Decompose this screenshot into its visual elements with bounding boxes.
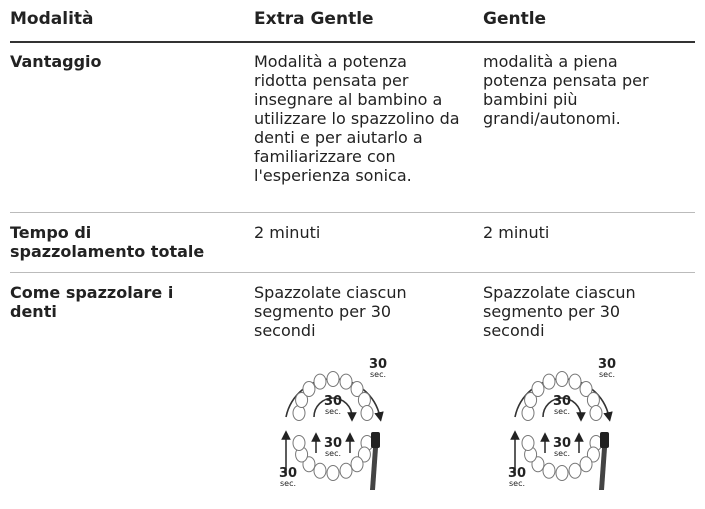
- time-unit: sec.: [554, 449, 570, 458]
- brush-head: [371, 432, 380, 448]
- tooth: [568, 462, 582, 479]
- time-count: 30: [324, 436, 342, 451]
- tooth: [555, 465, 569, 481]
- tooth: [339, 373, 353, 390]
- tooth: [357, 446, 371, 463]
- time-count: 30: [553, 436, 571, 451]
- tooth: [542, 462, 556, 479]
- tooth: [350, 456, 364, 473]
- cell: Spazzolate ciascun segmento per 30 secon…: [483, 283, 636, 340]
- tooth: [292, 435, 306, 451]
- row-label: Tempo di spazzolamento totale: [10, 223, 205, 261]
- brushing-diagram: 30 sec. 30 sec. 30 sec. 30 sec.: [507, 355, 647, 500]
- row-label: Vantaggio: [10, 52, 102, 71]
- cell: modalità a piena potenza pensata per bam…: [483, 52, 649, 128]
- tooth: [568, 373, 582, 390]
- time-count: 30: [369, 357, 387, 372]
- tooth: [579, 380, 593, 397]
- time-unit: sec.: [325, 407, 341, 416]
- tooth: [360, 405, 374, 421]
- tooth: [313, 373, 327, 390]
- tooth: [326, 371, 340, 387]
- time-count: 30: [508, 466, 526, 481]
- time-count: 30: [279, 466, 297, 481]
- tooth: [339, 462, 353, 479]
- brush-head: [600, 432, 609, 448]
- tooth: [579, 456, 593, 473]
- tooth: [531, 380, 545, 397]
- header-cell: Modalità: [10, 9, 94, 29]
- tooth: [531, 456, 545, 473]
- time-count: 30: [553, 394, 571, 409]
- time-unit: sec.: [509, 479, 525, 488]
- header-rule: [10, 41, 695, 43]
- tooth: [350, 380, 364, 397]
- inner-arrow: [313, 397, 357, 422]
- time-unit: sec.: [599, 370, 615, 379]
- brush-handle: [599, 448, 607, 490]
- tooth: [542, 373, 556, 390]
- time-unit: sec.: [280, 479, 296, 488]
- header-cell: Gentle: [483, 9, 547, 29]
- time-count: 30: [598, 357, 616, 372]
- cell: 2 minuti: [483, 223, 550, 242]
- tooth: [521, 435, 535, 451]
- cell: Modalità a potenza ridotta pensata per i…: [254, 52, 460, 185]
- time-unit: sec.: [370, 370, 386, 379]
- inner-arrow: [542, 397, 586, 422]
- tooth: [586, 446, 600, 463]
- tooth: [302, 456, 316, 473]
- tooth: [589, 405, 603, 421]
- row-rule: [10, 272, 695, 273]
- tooth: [313, 462, 327, 479]
- tooth: [555, 371, 569, 387]
- header-cell: Extra Gentle: [254, 9, 374, 29]
- time-unit: sec.: [325, 449, 341, 458]
- cell: Spazzolate ciascun segmento per 30 secon…: [254, 283, 407, 340]
- row-label: Come spazzolare i denti: [10, 283, 174, 321]
- time-unit: sec.: [554, 407, 570, 416]
- row-rule: [10, 212, 695, 213]
- tooth: [295, 391, 309, 408]
- cell: 2 minuti: [254, 223, 321, 242]
- brush-handle: [370, 448, 378, 490]
- brushing-diagram: 30 sec. 30 sec. 30 sec. 30 sec.: [278, 355, 418, 500]
- tooth: [524, 391, 538, 408]
- time-count: 30: [324, 394, 342, 409]
- tooth: [326, 465, 340, 481]
- tooth: [302, 380, 316, 397]
